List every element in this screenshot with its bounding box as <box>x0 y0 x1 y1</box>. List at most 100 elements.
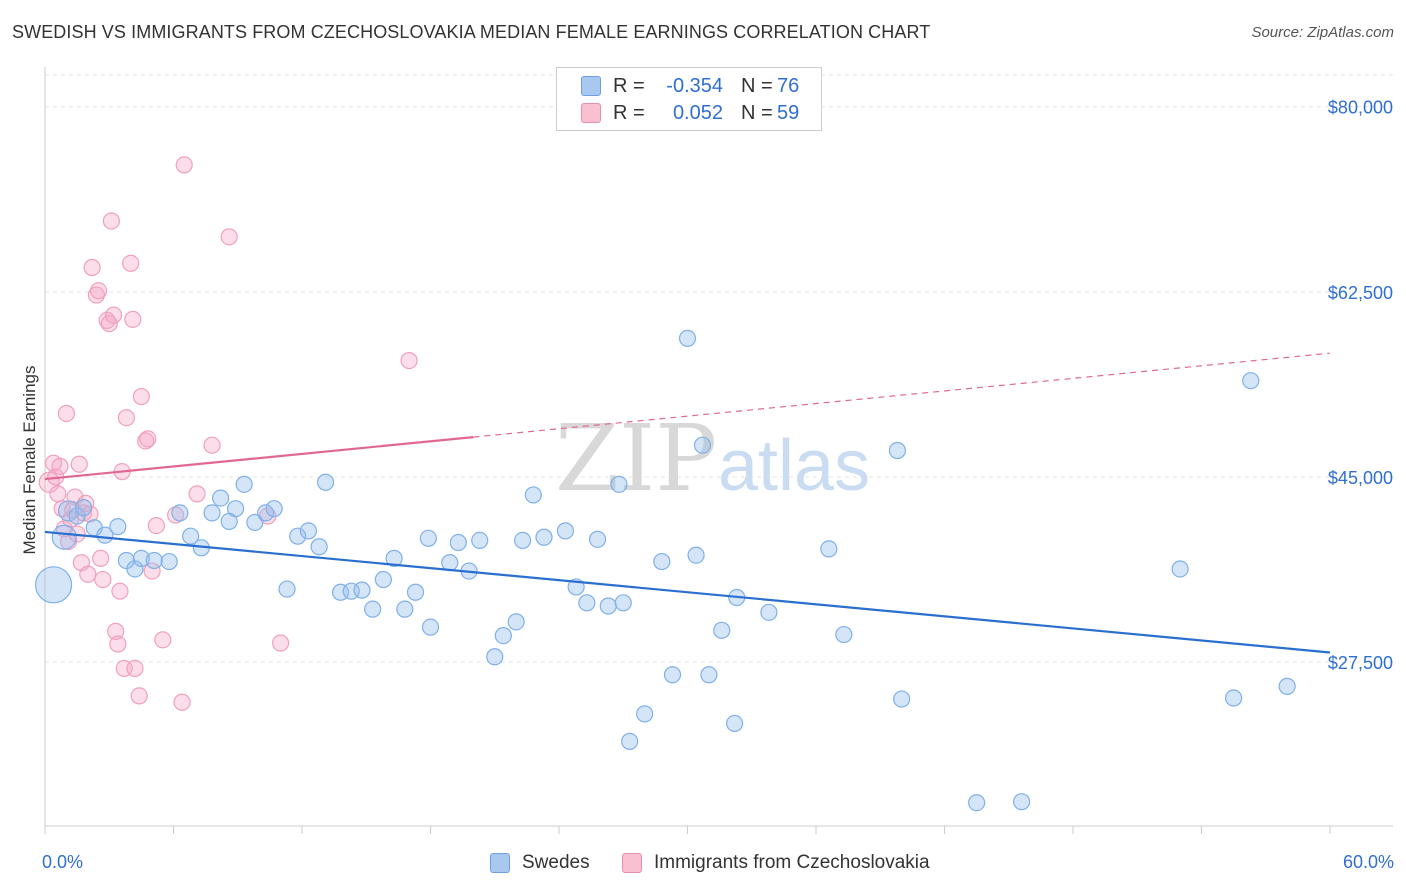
swedes-point <box>126 560 144 578</box>
axes <box>44 67 1393 834</box>
swedes-point <box>663 666 682 684</box>
swedes-point <box>68 507 86 525</box>
czech-point <box>130 687 148 705</box>
swedes-point <box>182 527 200 545</box>
source-label: Source: ZipAtlas.com <box>1251 24 1394 41</box>
watermark-zip: ZIP <box>555 405 717 512</box>
legend-r-label: R = <box>613 101 645 124</box>
watermark-atlas: atlas <box>718 426 870 506</box>
swedes-point <box>74 499 93 517</box>
czech-point <box>70 455 88 473</box>
czech-point <box>79 565 97 583</box>
czech-point <box>111 582 129 600</box>
swedes-point <box>1278 677 1296 695</box>
legend-n-value-swedes: 76 <box>777 74 800 97</box>
swedes-point <box>160 552 178 571</box>
legend-r-value-swedes: -0.354 <box>666 74 723 97</box>
swedes-point <box>396 600 414 618</box>
czech-point <box>100 314 118 333</box>
czech-point <box>400 351 418 370</box>
y-tick-label: $80,000 <box>1328 98 1393 118</box>
swedes-point <box>599 597 617 615</box>
swedes-point <box>614 594 632 612</box>
swedes-point <box>507 613 525 631</box>
swedes-point <box>316 473 335 491</box>
swedes-point <box>310 538 328 556</box>
swedes-point <box>1012 793 1031 811</box>
czech-point <box>81 505 99 523</box>
y-tick-labels: $27,500 $45,000 $62,500 $80,000 <box>1328 98 1393 673</box>
czech-point <box>124 310 142 328</box>
series-legend-czech-label: Immigrants from Czechoslovakia <box>654 852 930 873</box>
czech-point <box>102 212 120 230</box>
czech-point <box>132 387 150 406</box>
y-tick-label: $45,000 <box>1328 468 1393 488</box>
czech-point <box>89 282 108 300</box>
swedes-point <box>374 570 392 589</box>
swedes-point <box>578 594 596 612</box>
swedes-point <box>471 531 489 550</box>
legend-swatch-swedes <box>490 853 510 873</box>
swedes-point <box>687 546 705 564</box>
czech-point <box>57 404 76 423</box>
swedes-point <box>820 540 838 558</box>
swedes-point <box>212 489 230 507</box>
czech-point <box>83 258 101 277</box>
swedes-point <box>700 666 718 684</box>
czech-point <box>220 228 238 246</box>
legend-n-value-czech: 59 <box>777 101 800 124</box>
swedes-point <box>1242 372 1260 390</box>
swedes-point <box>96 526 114 544</box>
legend-swatch-czech <box>622 853 642 873</box>
czech-point <box>173 693 191 711</box>
czech-point <box>175 156 193 174</box>
swedes-point <box>636 705 654 723</box>
czech-point <box>104 306 123 324</box>
series-legend-czech[interactable]: Immigrants from Czechoslovakia <box>622 852 930 874</box>
swedes-point <box>535 528 553 546</box>
swedes-point <box>353 581 371 599</box>
swedes-point <box>449 533 467 552</box>
czech-point <box>107 622 125 640</box>
swedes-point <box>486 648 504 666</box>
swedes-point <box>132 549 150 567</box>
czech-point <box>109 635 127 653</box>
swedes-point <box>760 603 778 621</box>
swedes-point <box>693 436 712 454</box>
swedes-point <box>441 554 459 572</box>
legend-row-czech: R = 0.052 N = 59 <box>581 101 799 125</box>
legend-r-label: R = <box>613 74 645 97</box>
y-tick-label: $27,500 <box>1328 653 1393 673</box>
czech-point <box>271 634 290 652</box>
swedes-point <box>109 518 127 536</box>
trend-line-swedes <box>44 530 1331 654</box>
y-axis-label: Median Female Earnings <box>20 365 39 555</box>
swedes-point <box>1171 560 1189 578</box>
czech-point <box>92 549 110 567</box>
swedes-point <box>265 500 283 518</box>
swedes-point <box>57 500 80 522</box>
swedes-point <box>678 329 697 347</box>
swedes-point <box>256 504 275 522</box>
swedes-point <box>145 551 163 570</box>
legend-n-label: N = <box>741 101 773 124</box>
czech-point <box>143 562 161 580</box>
trend-line-czech <box>44 436 474 481</box>
czech-point <box>49 485 67 503</box>
swedes-point <box>513 531 532 550</box>
swedes-point <box>835 625 853 644</box>
swedes-point <box>421 618 440 636</box>
swedes-point <box>34 566 73 604</box>
czech-point <box>188 485 206 503</box>
series-legend-swedes[interactable]: Swedes <box>490 852 590 874</box>
legend-swatch-czech <box>581 103 601 123</box>
swedes-point <box>419 529 437 547</box>
swedes-point <box>364 600 382 618</box>
swedes-point <box>289 527 307 545</box>
czech-point <box>126 659 144 677</box>
czech-points <box>38 156 418 711</box>
swedes-point <box>610 475 628 493</box>
y-tick-label: $62,500 <box>1328 283 1393 303</box>
swedes-point <box>494 627 512 645</box>
